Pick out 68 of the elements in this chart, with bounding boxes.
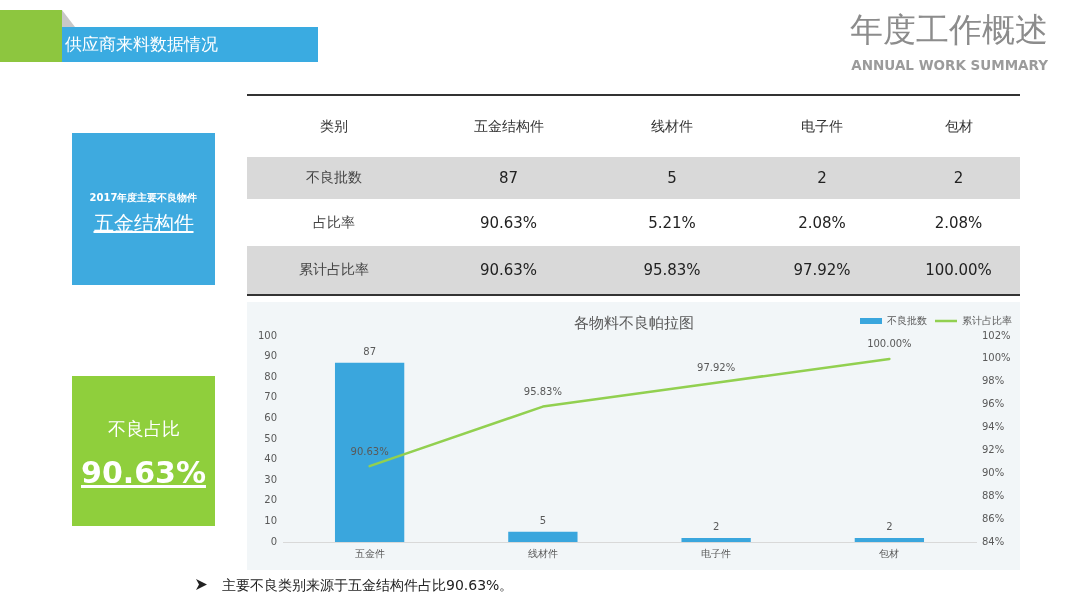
text: 5.21% xyxy=(648,213,696,232)
y2-tick-label: 98% xyxy=(982,375,1005,387)
y2-tick-label: 94% xyxy=(982,421,1005,433)
text: 95.83% xyxy=(643,261,701,279)
legend-label: 累计占比率 xyxy=(962,314,1012,326)
text: 2.08% xyxy=(798,213,846,232)
text: 2017年度主要不良物件 xyxy=(89,192,198,203)
category-label: 不良批数 xyxy=(305,169,362,185)
y-tick-label: 10 xyxy=(264,514,277,526)
text: 类别 xyxy=(319,117,348,136)
text: 5 xyxy=(667,169,677,187)
text: 90.63% xyxy=(81,455,206,490)
y-tick-label: 70 xyxy=(264,391,277,403)
text: 年度工作概述 xyxy=(850,10,1048,49)
data-label: 87 xyxy=(363,346,376,358)
category-label: 线材件 xyxy=(651,117,693,136)
bar xyxy=(508,531,578,542)
x-tick-label: 五金件 xyxy=(354,547,385,559)
y-tick-label: 90 xyxy=(264,350,277,362)
category-label: 五金结构件 xyxy=(473,117,544,136)
x-tick-label: 包材 xyxy=(879,547,900,559)
y-tick-label: 0 xyxy=(270,535,277,547)
y2-tick-label: 96% xyxy=(982,398,1005,410)
text: 不良占比 xyxy=(107,418,180,439)
data-label: 100.00% xyxy=(867,338,912,350)
text: 2 xyxy=(817,169,827,187)
text: 2 xyxy=(953,169,964,187)
data-label: 5 xyxy=(539,515,547,527)
y-tick-label: 60 xyxy=(264,411,277,423)
text: 90.63% xyxy=(479,261,538,279)
data-label: 2 xyxy=(712,521,720,533)
y-tick-label: 100 xyxy=(257,329,277,341)
data-label: 2 xyxy=(886,521,893,533)
y-tick-label: 50 xyxy=(264,432,277,444)
y2-tick-label: 84% xyxy=(982,535,1005,547)
bar xyxy=(854,537,925,542)
y2-tick-label: 88% xyxy=(982,489,1005,501)
data-label: 95.83% xyxy=(523,386,562,398)
category-label: 电子件 xyxy=(801,117,843,136)
x-tick-label: 线材件 xyxy=(527,547,558,559)
text: 供应商来料数据情况 xyxy=(65,33,218,56)
text: 87 xyxy=(498,169,519,187)
text: 97.92% xyxy=(793,261,851,279)
y2-tick-label: 92% xyxy=(982,444,1005,456)
y2-tick-label: 102% xyxy=(982,329,1011,341)
x-tick-label: 电子件 xyxy=(701,547,732,559)
chart-title: 各物料不良帕拉图 xyxy=(573,314,694,332)
text: 2.08% xyxy=(934,213,983,232)
category-label: 占比率 xyxy=(312,213,355,230)
y2-tick-label: 86% xyxy=(982,512,1005,524)
category-label: 包材 xyxy=(944,117,973,136)
y-tick-label: 30 xyxy=(264,473,277,485)
data-label: 90.63% xyxy=(350,445,389,457)
text: 五金结构件 xyxy=(93,211,194,235)
text: ANNUAL WORK SUMMARY xyxy=(851,57,1048,73)
text: 主要不良类别来源于五金结构件占比90.63%。 xyxy=(222,577,514,593)
legend-label: 不良批数 xyxy=(887,314,927,326)
text: 100.00% xyxy=(925,261,992,279)
y-tick-label: 80 xyxy=(264,370,277,382)
y2-tick-label: 90% xyxy=(982,466,1005,478)
bar xyxy=(334,362,405,542)
y-tick-label: 20 xyxy=(264,494,277,506)
text: 90.63% xyxy=(479,213,538,232)
y2-tick-label: 100% xyxy=(982,352,1011,364)
data-label: 97.92% xyxy=(697,362,736,374)
bar xyxy=(681,537,751,542)
y-tick-label: 40 xyxy=(264,453,277,465)
category-label: 累计占比率 xyxy=(298,261,369,277)
